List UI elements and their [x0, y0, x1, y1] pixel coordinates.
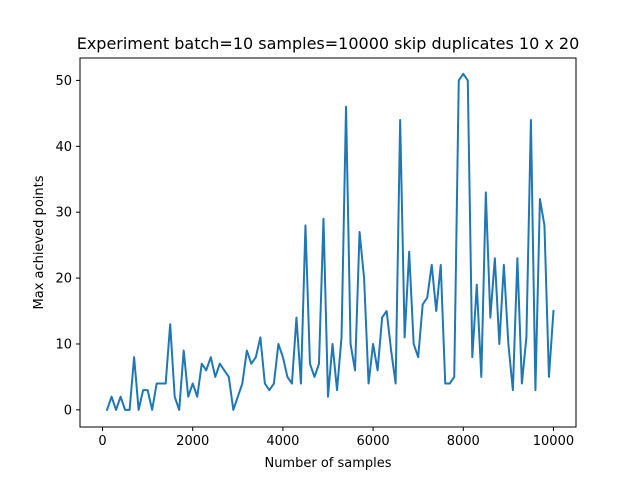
- y-tick-label: 0: [64, 403, 72, 418]
- y-tick-label: 30: [55, 206, 72, 221]
- x-tick-label: 2000: [176, 434, 209, 449]
- x-tick-label: 4000: [266, 434, 299, 449]
- plot-frame: [79, 57, 577, 428]
- plot-layer: [105, 72, 555, 412]
- x-tick-label: 6000: [357, 434, 390, 449]
- y-tick-label: 50: [55, 74, 72, 89]
- y-tick-label: 40: [55, 140, 72, 155]
- y-axis-label: Max achieved points: [32, 175, 47, 309]
- x-tick-label: 0: [98, 434, 106, 449]
- chart-title: Experiment batch=10 samples=10000 skip d…: [77, 34, 580, 53]
- x-tick-label: 8000: [447, 434, 480, 449]
- series-line: [105, 72, 555, 412]
- y-tick-label: 20: [55, 272, 72, 287]
- x-axis-ticks: 0 2000 4000 6000 8000 10000: [98, 427, 574, 449]
- x-tick-label: 10000: [533, 434, 574, 449]
- x-axis-label: Number of samples: [264, 456, 391, 471]
- y-axis-ticks: 0 10 20 30 40 50: [55, 74, 80, 418]
- y-tick-label: 10: [55, 337, 72, 352]
